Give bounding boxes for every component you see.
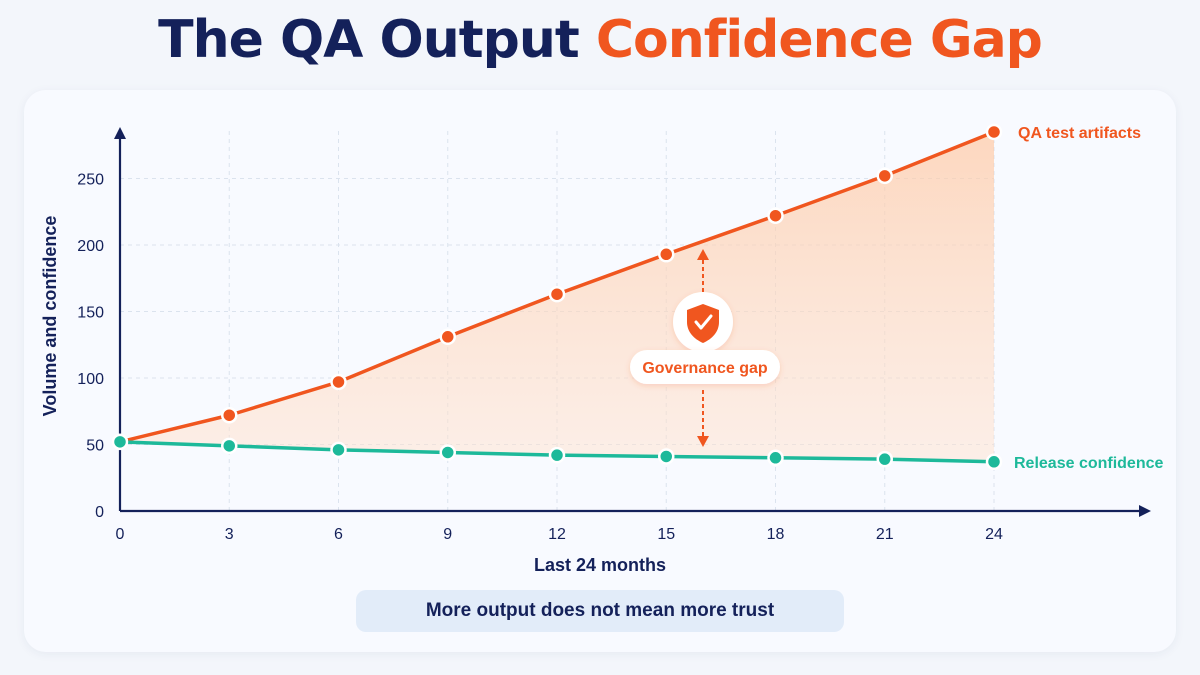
x-axis-arrow xyxy=(1139,505,1151,517)
x-tick-label: 0 xyxy=(116,526,125,543)
x-tick-label: 12 xyxy=(548,526,566,543)
title-part2: Confidence Gap xyxy=(595,10,1043,70)
gap-arrow-up-head xyxy=(697,249,709,260)
x-tick-label: 21 xyxy=(876,526,894,543)
data-point xyxy=(548,285,566,303)
y-axis-title: Volume and confidence xyxy=(40,216,60,417)
footer-message: More output does not mean more trust xyxy=(356,590,844,632)
data-point xyxy=(658,448,675,465)
data-point xyxy=(548,446,566,464)
x-tick-label: 9 xyxy=(443,526,452,543)
x-axis-title: Last 24 months xyxy=(534,555,666,575)
data-point xyxy=(876,450,893,468)
x-tick-label: 3 xyxy=(225,526,234,543)
data-point xyxy=(439,328,456,346)
data-point xyxy=(658,246,675,263)
labels-group: 0 50 100 150 200 250 0 3 6 9 12 15 18 21 24 Last 24 mon… xyxy=(40,125,1164,575)
annotation-group: Governance gap xyxy=(630,249,780,447)
series-end-label: Release confidence xyxy=(1014,455,1164,472)
series-group xyxy=(111,123,1003,471)
data-point xyxy=(221,406,238,424)
data-point xyxy=(330,373,347,391)
data-point xyxy=(439,444,456,461)
x-tick-label: 15 xyxy=(657,526,675,543)
y-tick-label: 100 xyxy=(77,371,104,388)
data-point xyxy=(876,167,893,185)
gap-arrow-down-head xyxy=(697,436,709,447)
footer-message-text: More output does not mean more trust xyxy=(425,600,775,621)
y-tick-label: 150 xyxy=(77,305,104,322)
y-tick-label: 200 xyxy=(77,238,104,255)
data-point xyxy=(221,437,238,455)
gap-label-pill xyxy=(630,350,780,384)
data-point xyxy=(111,433,129,451)
y-tick-label: 250 xyxy=(77,172,104,189)
page-title: The QA Output Confidence Gap xyxy=(0,10,1200,70)
data-point xyxy=(985,123,1003,141)
data-point xyxy=(985,453,1003,471)
data-point xyxy=(767,207,784,224)
gap-label: Governance gap xyxy=(642,360,768,377)
series-end-label: QA test artifacts xyxy=(1018,125,1141,142)
data-point xyxy=(767,449,784,467)
y-tick-label: 50 xyxy=(86,438,104,455)
shield-check-icon xyxy=(673,292,733,352)
y-tick-label: 0 xyxy=(95,504,104,521)
x-tick-label: 18 xyxy=(767,526,785,543)
x-tick-label: 6 xyxy=(334,526,343,543)
y-axis-arrow xyxy=(114,127,126,139)
data-point xyxy=(330,441,347,459)
x-tick-label: 24 xyxy=(985,526,1003,543)
title-part1: The QA Output xyxy=(158,10,580,70)
